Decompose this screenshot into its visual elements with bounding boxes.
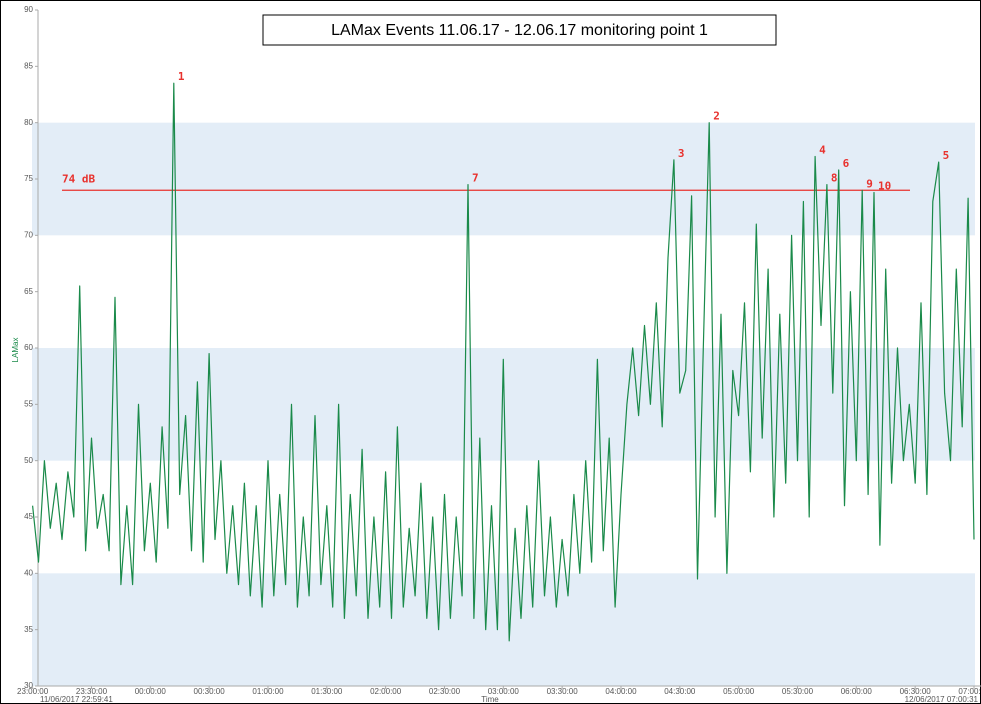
- x-tick-label: 01:00:00: [252, 687, 284, 696]
- x-tick-label: 06:30:00: [900, 687, 932, 696]
- x-tick-label: 03:30:00: [547, 687, 579, 696]
- x-tick-label: 06:00:00: [841, 687, 873, 696]
- x-tick-label: 05:30:00: [782, 687, 814, 696]
- background-band: [32, 573, 975, 686]
- annotation: 3: [678, 147, 685, 160]
- threshold-label: 74 dB: [62, 172, 95, 185]
- y-tick-label: 60: [24, 343, 33, 352]
- x-tick-label: 23:30:00: [76, 687, 108, 696]
- y-tick-label: 30: [24, 681, 33, 690]
- y-tick-label: 35: [24, 625, 33, 634]
- x-axis-label: Time: [481, 695, 499, 704]
- series-line: [32, 82, 975, 642]
- start-date-label: 11/06/2017 22:59:41: [40, 695, 113, 704]
- x-tick-label: 05:00:00: [723, 687, 755, 696]
- title-box: [262, 14, 777, 46]
- annotation: 5: [943, 149, 950, 162]
- x-tick-label: 00:30:00: [194, 687, 226, 696]
- x-tick-label: 00:00:00: [135, 687, 167, 696]
- y-tick-label: 70: [24, 230, 33, 239]
- annotation: 7: [472, 172, 479, 185]
- y-tick-label: 40: [24, 568, 33, 577]
- chart-title: LAMax Events 11.06.17 - 12.06.17 monitor…: [331, 22, 708, 39]
- annotation: 1: [178, 70, 185, 83]
- end-date-label: 12/06/2017 07:00:31: [905, 695, 979, 704]
- x-tick-label: 23:00:00: [17, 687, 49, 696]
- annotation: 9: [866, 177, 873, 190]
- x-tick-label: 02:30:00: [429, 687, 461, 696]
- y-tick-label: 50: [24, 456, 33, 465]
- x-tick-label: 01:30:00: [311, 687, 343, 696]
- annotation: 10: [878, 180, 891, 193]
- y-tick-label: 45: [24, 512, 33, 521]
- annotation: 6: [843, 157, 850, 170]
- annotation: 8: [831, 172, 838, 185]
- y-tick-label: 65: [24, 287, 33, 296]
- x-tick-label: 03:00:00: [488, 687, 520, 696]
- x-tick-label: 07:00:00: [958, 687, 981, 696]
- x-tick-label: 04:30:00: [664, 687, 696, 696]
- x-tick-label: 02:00:00: [370, 687, 402, 696]
- y-tick-label: 55: [24, 399, 33, 408]
- background-band: [32, 122, 975, 236]
- y-tick-label: 85: [24, 61, 33, 70]
- y-tick-label: 80: [24, 118, 33, 127]
- y-axis-label: LAMax: [11, 338, 20, 363]
- x-tick-label: 04:00:00: [605, 687, 637, 696]
- annotation: 4: [819, 143, 826, 156]
- y-tick-label: 75: [24, 174, 33, 183]
- annotation: 2: [713, 110, 720, 123]
- y-tick-label: 90: [24, 5, 33, 14]
